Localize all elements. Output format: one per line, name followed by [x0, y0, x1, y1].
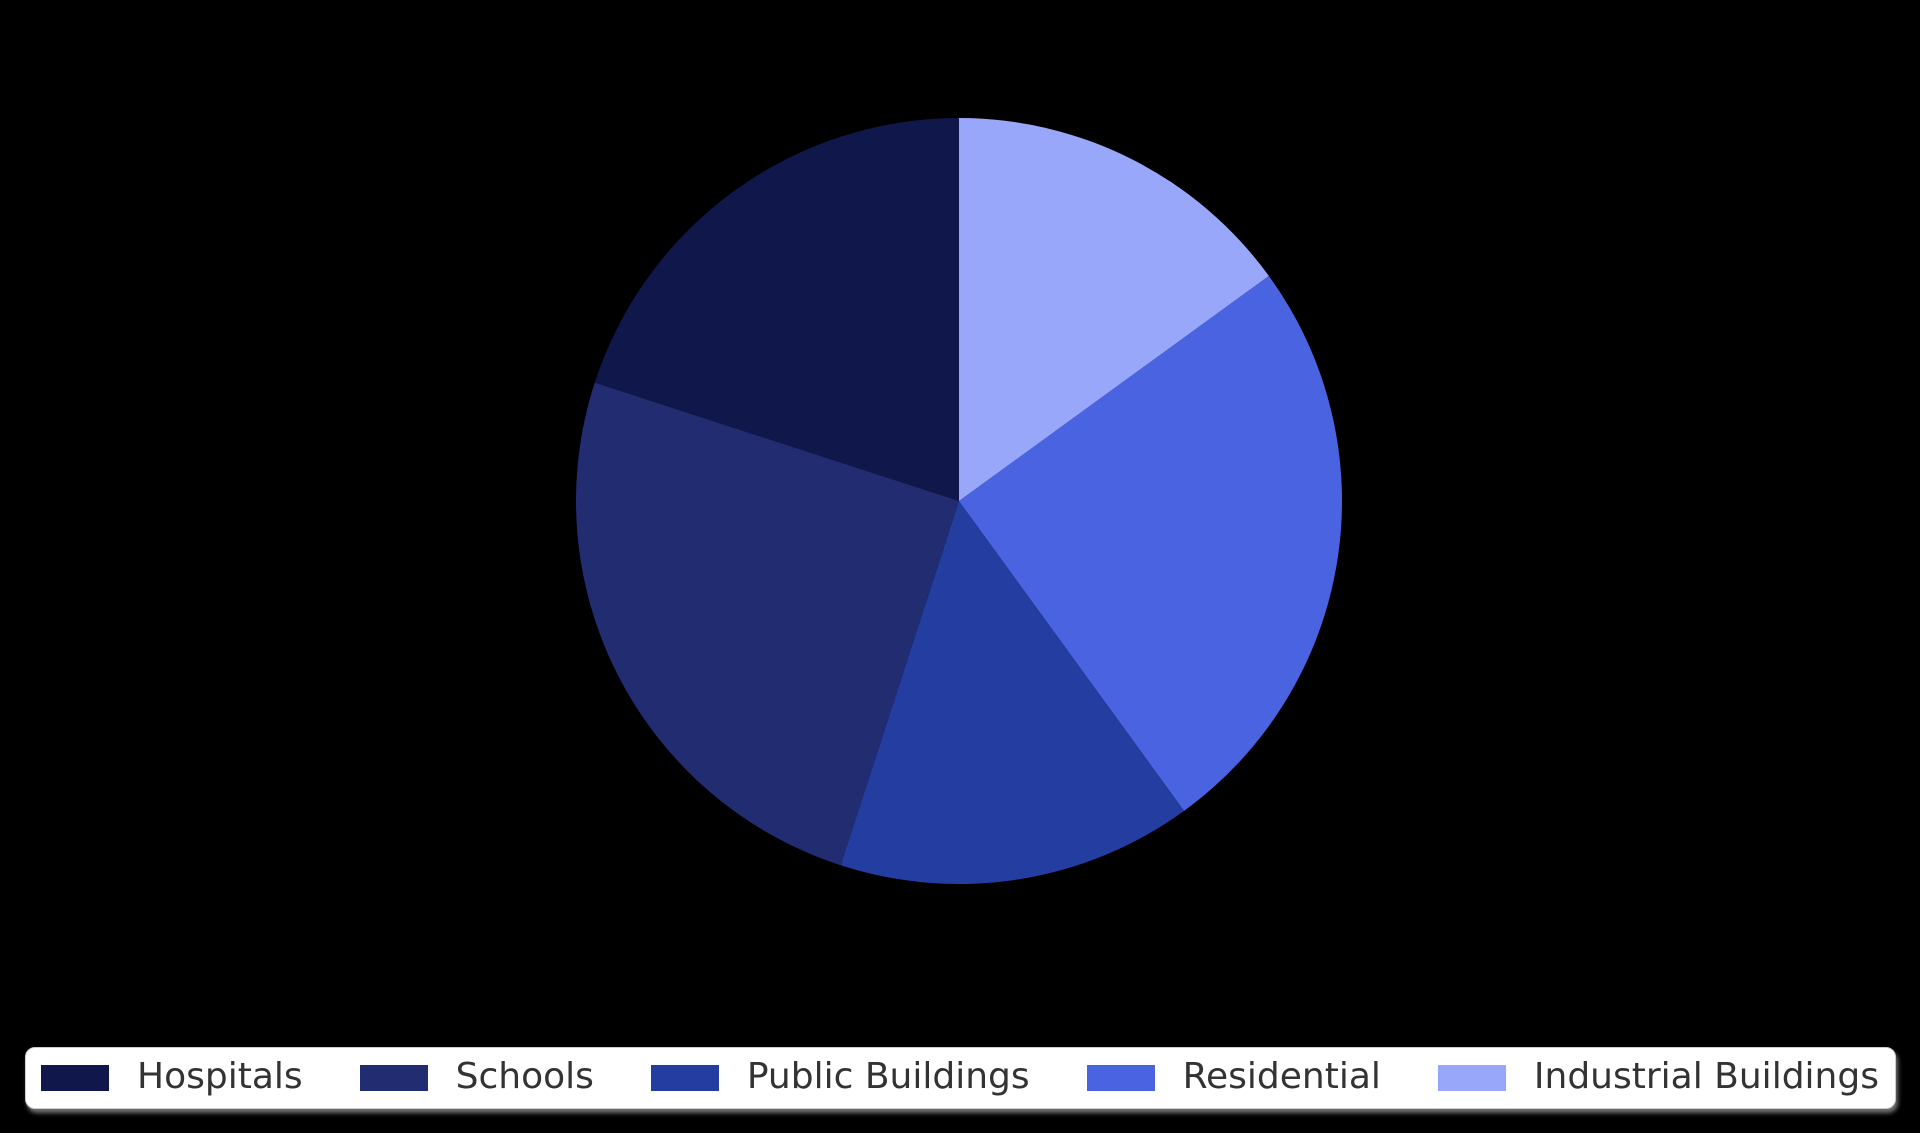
legend-item-industrial-buildings: Industrial Buildings [1437, 1056, 1879, 1097]
pie-slice-public-buildings [840, 501, 1185, 884]
legend-item-public-buildings: Public Buildings [650, 1056, 1030, 1097]
legend-label: Public Buildings [746, 1056, 1030, 1097]
legend-swatch [650, 1065, 719, 1091]
pie-slice-schools [576, 382, 959, 866]
legend-swatch [359, 1065, 428, 1091]
legend-label: Schools [455, 1056, 594, 1097]
pie-chart [576, 118, 1342, 884]
legend-swatch [41, 1065, 109, 1091]
legend-swatch [1437, 1065, 1506, 1091]
pie-chart-svg [576, 118, 1342, 884]
legend-item-hospitals: Hospitals [41, 1059, 303, 1097]
legend-label: Industrial Buildings [1533, 1056, 1879, 1097]
legend-swatch [1086, 1065, 1155, 1091]
legend-item-schools: Schools [359, 1056, 594, 1097]
legend-label: Residential [1182, 1056, 1381, 1097]
legend-item-residential: Residential [1086, 1056, 1381, 1097]
legend: Hospitals Schools Public Buildings Resid… [25, 1047, 1896, 1109]
pie-slice-residential [959, 275, 1342, 811]
legend-label: Hospitals [137, 1056, 303, 1097]
pie-slice-hospitals [594, 118, 959, 501]
pie-slice-industrial-buildings [959, 118, 1269, 501]
